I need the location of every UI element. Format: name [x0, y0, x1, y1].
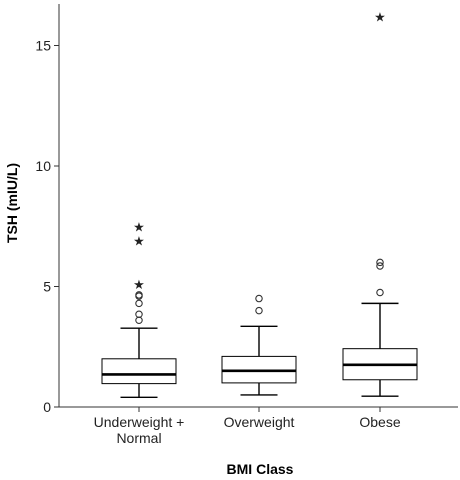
extreme-point: ★: [374, 11, 386, 26]
y-tick-label: 10: [35, 158, 51, 174]
outlier-point: [135, 316, 143, 324]
extreme-point: ★: [133, 278, 145, 293]
x-tick-label-line: Obese: [359, 414, 400, 430]
outlier-point: [135, 299, 143, 308]
y-tick-label: 15: [35, 38, 51, 54]
x-tick-label: Overweight: [224, 414, 295, 430]
x-axis-title: BMI Class: [227, 461, 294, 477]
x-tick-label-line: Underweight +: [94, 414, 185, 430]
outlier-point: [135, 291, 143, 299]
outlier-point: [255, 306, 263, 315]
x-tick-label-line: Normal: [116, 430, 161, 446]
extreme-point: ★: [133, 220, 145, 235]
extreme-point: ★: [133, 235, 145, 250]
box-iqr: [101, 358, 177, 385]
outlier-point: [135, 310, 143, 318]
x-tick-label: Obese: [359, 414, 400, 430]
x-tick-label: Underweight + Normal: [94, 414, 185, 446]
outlier-point: [376, 258, 384, 267]
outlier-point: [255, 294, 263, 303]
outlier-point: [376, 288, 384, 297]
x-tick-label-line: Overweight: [224, 414, 295, 430]
y-axis-title: TSH (mIU/L): [4, 163, 20, 243]
y-tick-label: 0: [43, 399, 51, 415]
outlier-point: [376, 262, 384, 270]
y-tick-label: 5: [43, 279, 51, 295]
